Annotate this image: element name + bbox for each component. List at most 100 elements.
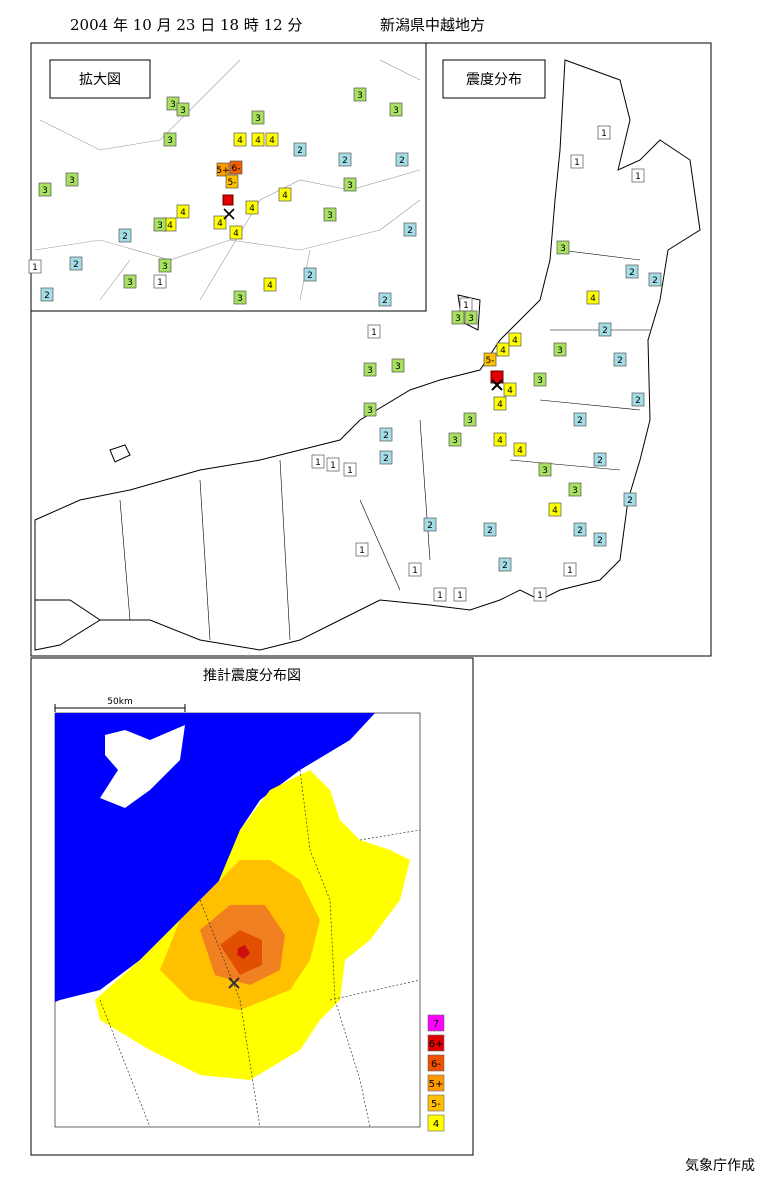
station-marker [323, 207, 337, 222]
region: 新潟県中越地方 [380, 16, 485, 34]
station-intensity: 1 [315, 458, 321, 468]
station-marker [433, 587, 447, 602]
station-marker [598, 322, 612, 337]
station-marker [245, 200, 259, 215]
station-intensity: 3 [537, 376, 543, 386]
station-intensity: 3 [42, 186, 48, 196]
station-marker [451, 310, 465, 325]
station-intensity: 2 [597, 536, 603, 546]
station-intensity: 1 [457, 591, 463, 601]
station-marker [533, 372, 547, 387]
station-marker [378, 292, 392, 307]
station-intensity: 4 [233, 229, 239, 239]
station-intensity: 1 [371, 328, 377, 338]
station-marker [163, 132, 177, 147]
station-marker [363, 362, 377, 377]
station-marker [338, 152, 352, 167]
station-marker [463, 412, 477, 427]
station-marker [251, 110, 265, 125]
station-marker [379, 450, 393, 465]
station-intensity: 3 [327, 211, 333, 221]
station-marker [631, 168, 645, 183]
station-marker [533, 587, 547, 602]
station-marker [153, 274, 167, 289]
legend: 7 6+ 6- 5+ 5- 4 [427, 1014, 445, 1132]
station-marker [556, 240, 570, 255]
main-label-box [442, 59, 546, 99]
station-marker [493, 432, 507, 447]
station-marker [648, 272, 662, 287]
station-marker [448, 432, 462, 447]
station-marker [453, 587, 467, 602]
station-marker [573, 522, 587, 537]
station-marker [623, 492, 637, 507]
station-marker [123, 274, 137, 289]
station-marker [570, 154, 584, 169]
station-intensity: 3 [367, 406, 373, 416]
station-intensity: 3 [157, 221, 163, 231]
scale-label: 50km [107, 697, 132, 707]
station-marker [153, 217, 167, 232]
datetime: 2004 年 10 月 23 日 18 時 12 分 [70, 16, 302, 34]
station-marker [311, 454, 325, 469]
station-marker [233, 290, 247, 305]
station-intensity: 4 [249, 204, 255, 214]
station-intensity: 2 [297, 146, 303, 156]
station-marker [265, 132, 279, 147]
station-marker [548, 502, 562, 517]
station-intensity: 4 [497, 400, 503, 410]
station-marker [408, 562, 422, 577]
station-marker [573, 412, 587, 427]
station-intensity: 4 [237, 136, 243, 146]
station-marker [483, 352, 497, 367]
station-marker [355, 542, 369, 557]
station-marker [40, 287, 54, 302]
station-intensity: 2 [383, 454, 389, 464]
station-intensity: 3 [452, 436, 458, 446]
station-marker [395, 152, 409, 167]
station-intensity: 2 [577, 526, 583, 536]
station-intensity: 3 [180, 106, 186, 116]
epicenter [223, 208, 235, 220]
station-intensity: 2 [122, 232, 128, 242]
station-intensity: 3 [255, 114, 261, 124]
station-intensity: 3 [542, 466, 548, 476]
station-marker [28, 259, 42, 274]
station-marker [503, 382, 517, 397]
legend-label: 5+ [429, 1079, 444, 1090]
station-intensity: 5- [228, 178, 237, 188]
station-marker [263, 277, 277, 292]
epicenter-station [490, 370, 504, 384]
station-intensity: 4 [552, 506, 558, 516]
station-marker [367, 324, 381, 339]
station-marker [293, 142, 307, 157]
station-intensity: 3 [167, 136, 173, 146]
station-intensity: 2 [635, 396, 641, 406]
station-marker [213, 215, 227, 230]
station-marker [498, 557, 512, 572]
station-intensity: 3 [572, 486, 578, 496]
legend-swatch [427, 1094, 445, 1112]
station-marker [593, 452, 607, 467]
station-intensity: 3 [560, 244, 566, 254]
legend-label: 5- [431, 1099, 441, 1110]
station-marker [613, 352, 627, 367]
station-marker [65, 172, 79, 187]
legend-swatch [427, 1114, 445, 1132]
station-marker [303, 267, 317, 282]
station-intensity: 1 [412, 566, 418, 576]
station-intensity: 3 [393, 106, 399, 116]
station-marker [363, 402, 377, 417]
station-intensity: 3 [162, 262, 168, 272]
legend-label: 6- [431, 1059, 441, 1070]
legend-swatch [427, 1074, 445, 1092]
station-marker [423, 517, 437, 532]
station-marker [508, 332, 522, 347]
station-marker [513, 442, 527, 457]
station-intensity: 1 [574, 158, 580, 168]
station-intensity: 1 [347, 466, 353, 476]
station-intensity: 4 [497, 436, 503, 446]
